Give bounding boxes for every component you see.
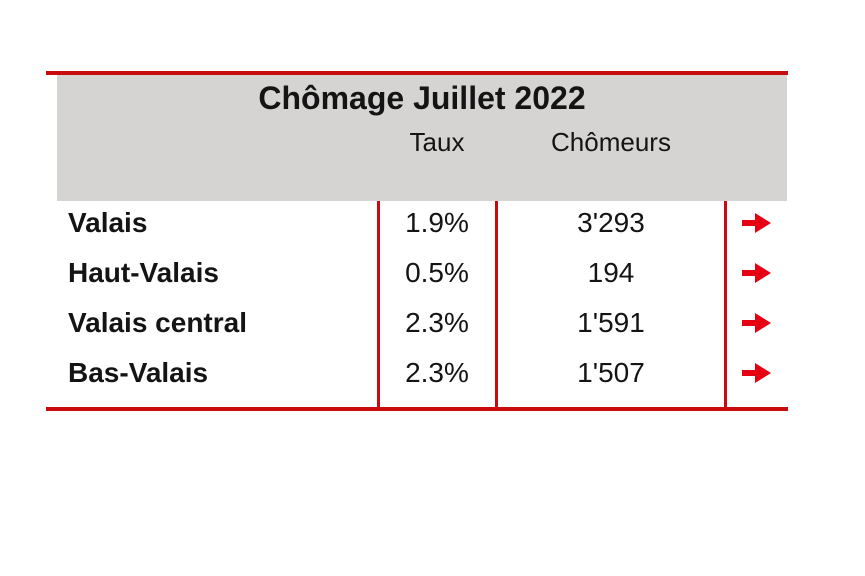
chomeurs-value: 3'293: [577, 207, 645, 238]
region-label: Haut-Valais: [68, 257, 219, 288]
region-label: Valais central: [68, 307, 248, 338]
table-title: Chômage Juillet 2022: [258, 80, 586, 116]
right-arrow-icon: [741, 361, 772, 385]
taux-value: 0.5%: [405, 257, 469, 288]
taux-value: 1.9%: [405, 207, 469, 238]
right-arrow-icon: [741, 311, 772, 335]
row-detail-link[interactable]: [726, 248, 787, 298]
row-detail-link[interactable]: [726, 298, 787, 348]
right-arrow-icon: [741, 261, 772, 285]
bottom-border-line: [46, 407, 788, 411]
column-header-taux: Taux: [409, 127, 465, 157]
region-label: Valais: [68, 207, 148, 238]
row-detail-link[interactable]: [726, 348, 787, 398]
top-border-line: [46, 71, 788, 75]
chomeurs-value: 1'591: [577, 307, 645, 338]
table-header: Chômage Juillet 2022 Taux Chômeurs: [57, 75, 787, 201]
taux-value: 2.3%: [405, 307, 469, 338]
table-row: Bas-Valais 2.3% 1'507: [57, 348, 787, 398]
table-row: Valais central 2.3% 1'591: [57, 298, 787, 348]
taux-value: 2.3%: [405, 357, 469, 388]
row-detail-link[interactable]: [726, 198, 787, 248]
table-row: Haut-Valais 0.5% 194: [57, 248, 787, 298]
right-arrow-icon: [741, 211, 772, 235]
column-divider: [377, 201, 380, 409]
chomeurs-value: 1'507: [577, 357, 645, 388]
chomeurs-value: 194: [587, 257, 635, 288]
region-label: Bas-Valais: [68, 357, 209, 388]
column-divider: [495, 201, 498, 409]
column-divider: [724, 201, 727, 409]
column-header-chomeurs: Chômeurs: [551, 127, 671, 157]
table-row: Valais 1.9% 3'293: [57, 198, 787, 248]
